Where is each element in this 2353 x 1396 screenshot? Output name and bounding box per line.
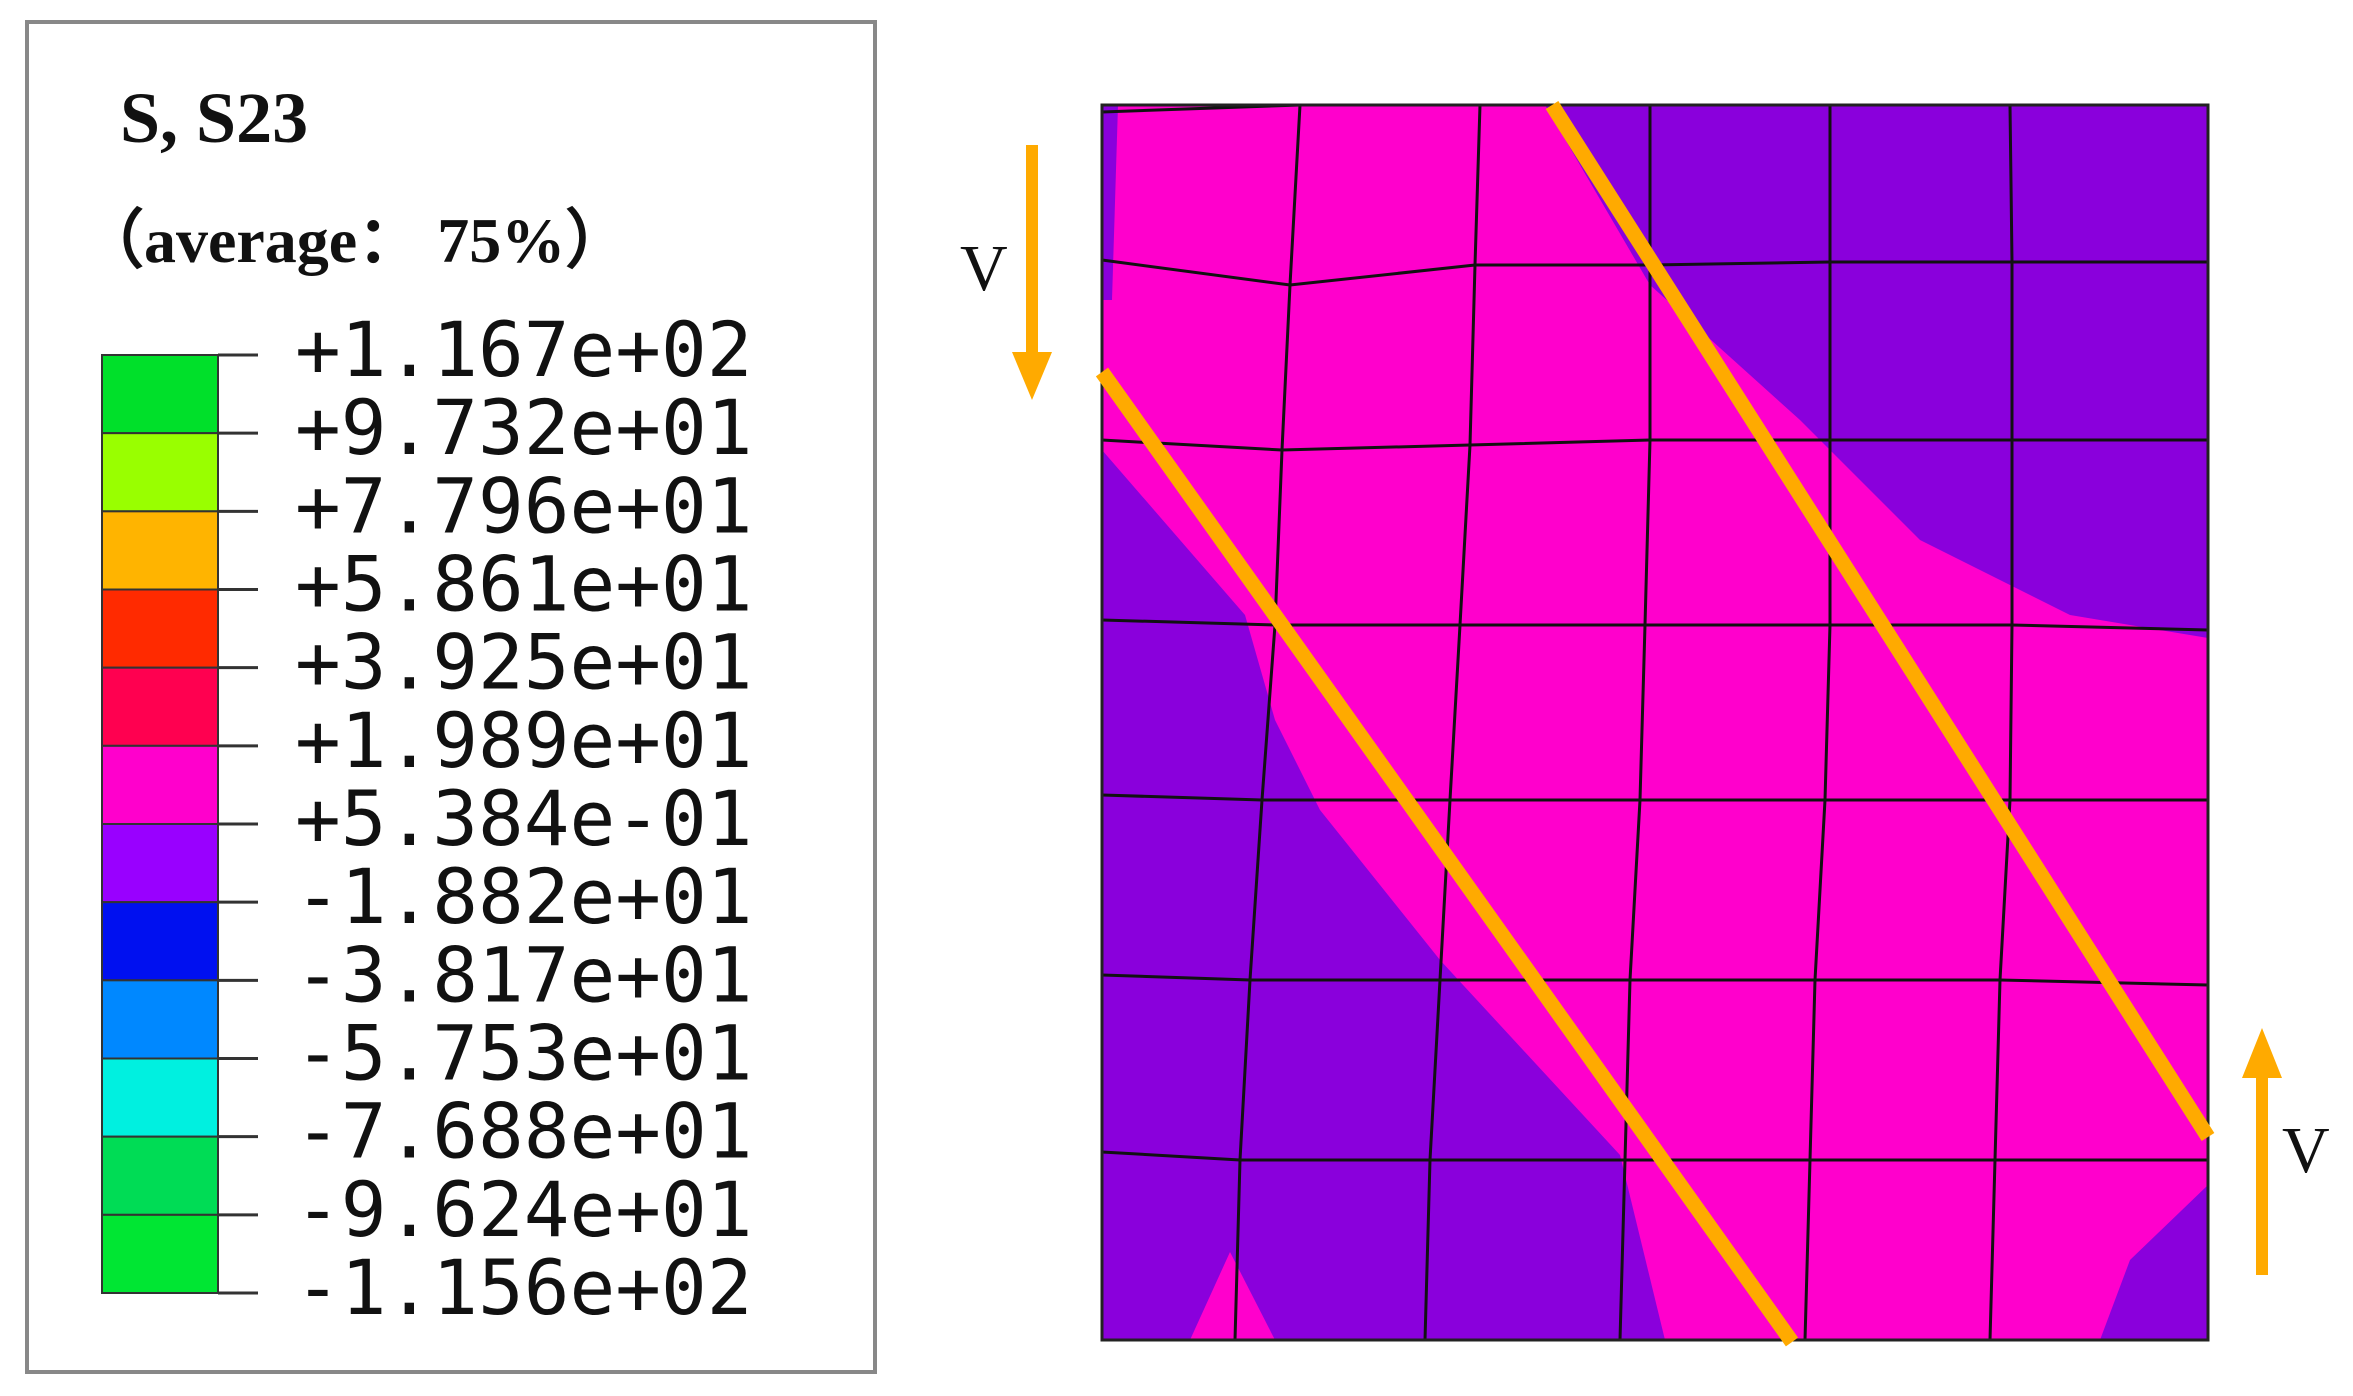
purple-region	[2100, 1185, 2208, 1340]
color-bar: +1.167e+02+9.732e+01+7.796e+01+5.861e+01…	[101, 305, 753, 1332]
purple-region	[1102, 105, 1118, 300]
legend-subtitle: （average： 75%）	[80, 205, 629, 276]
color-band	[101, 1057, 219, 1138]
section-line	[1095, 367, 1799, 1347]
color-band	[101, 354, 219, 435]
color-band	[101, 744, 219, 825]
legend-label: +7.796e+01	[295, 461, 753, 550]
legend-title: S, S23	[120, 78, 308, 158]
color-band	[101, 901, 219, 982]
legend-label: -1.156e+02	[295, 1243, 753, 1332]
mesh-grid	[1101, 103, 2209, 1341]
color-band	[101, 432, 219, 513]
color-band	[101, 979, 219, 1060]
mesh-border	[1100, 103, 2210, 1342]
color-band	[101, 823, 219, 904]
legend-label: -5.753e+01	[295, 1008, 753, 1097]
arrow-label: V	[960, 232, 1008, 305]
legend-label: -1.882e+01	[295, 852, 753, 941]
arrow-head	[1012, 352, 1052, 400]
color-band	[101, 666, 219, 747]
purple-region	[1545, 105, 2208, 638]
section-line	[1545, 100, 2215, 1142]
arrow-shaft	[1026, 145, 1038, 355]
arrow-head	[2242, 1028, 2282, 1078]
color-band	[101, 1213, 219, 1295]
legend-label: -3.817e+01	[295, 930, 753, 1019]
legend-label: +1.989e+01	[295, 696, 753, 785]
contour-plot	[1095, 100, 2215, 1347]
color-band	[101, 588, 219, 669]
arrow-shaft	[2256, 1075, 2268, 1275]
legend-label: +5.384e-01	[295, 774, 753, 863]
legend-label: +9.732e+01	[295, 383, 753, 472]
arrow-label: V	[2282, 1114, 2330, 1187]
legend-label: +1.167e+02	[295, 305, 753, 394]
legend-label: +5.861e+01	[295, 539, 753, 628]
legend-label: -7.688e+01	[295, 1087, 753, 1176]
color-band	[101, 510, 219, 591]
legend-label: -9.624e+01	[295, 1165, 753, 1254]
arrows	[1012, 145, 2282, 1275]
legend-label: +3.925e+01	[295, 618, 753, 707]
color-band	[101, 1135, 219, 1216]
magenta-region	[1190, 1252, 1275, 1340]
